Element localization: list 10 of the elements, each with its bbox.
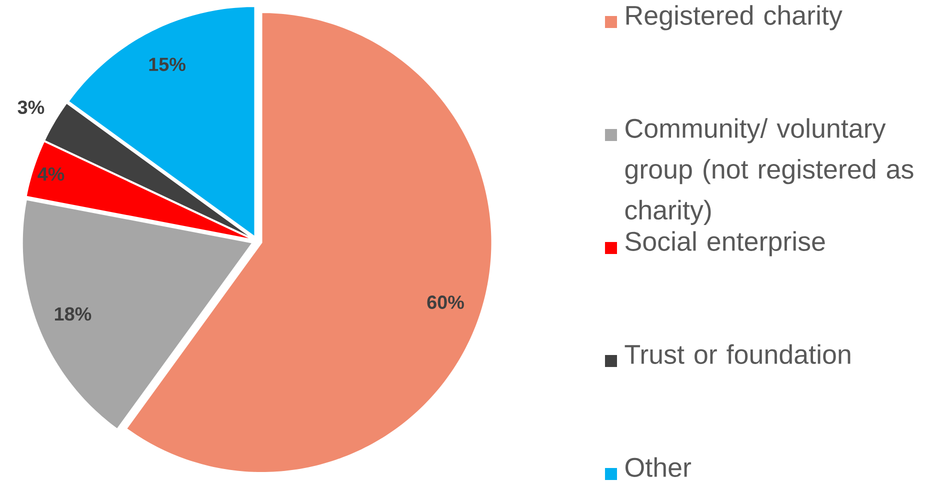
legend-label: Trust or foundation: [624, 344, 850, 364]
data-label: 4%: [38, 167, 64, 181]
legend-label: Other: [625, 457, 692, 477]
legend-label: Community/ voluntary group (not registered as charity): [625, 118, 914, 225]
data-label: 60%: [427, 296, 464, 309]
legend-label: Registered charity: [626, 5, 842, 30]
data-label: 3%: [18, 100, 44, 114]
data-label: 18%: [54, 307, 92, 321]
data-label: 15%: [149, 58, 186, 72]
legend-label: Social enterprise: [625, 231, 825, 256]
